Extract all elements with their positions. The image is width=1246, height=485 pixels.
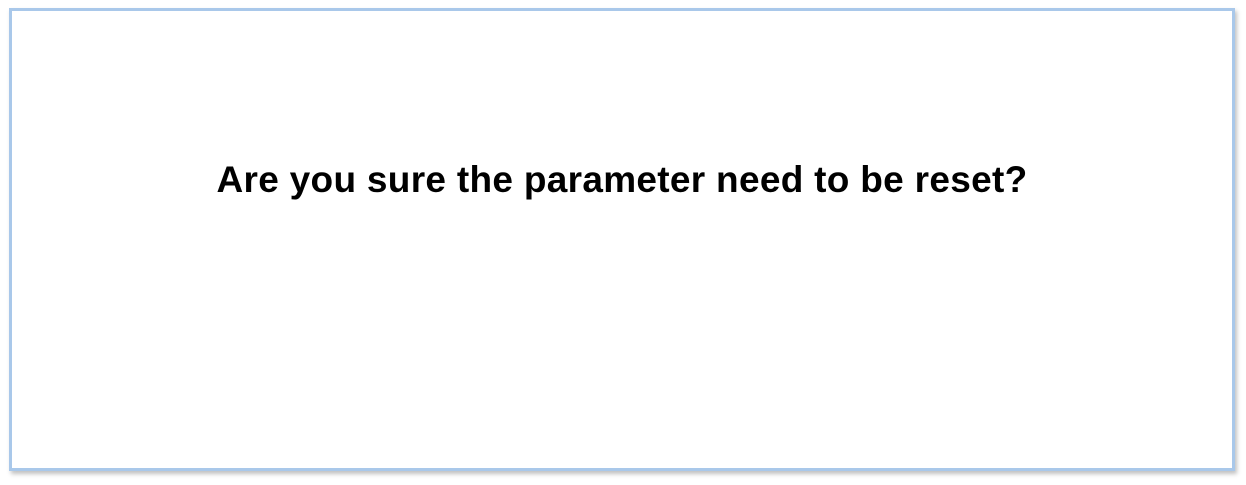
confirm-reset-dialog: Are you sure the parameter need to be re… (9, 8, 1235, 471)
dialog-message: Are you sure the parameter need to be re… (216, 159, 1028, 200)
